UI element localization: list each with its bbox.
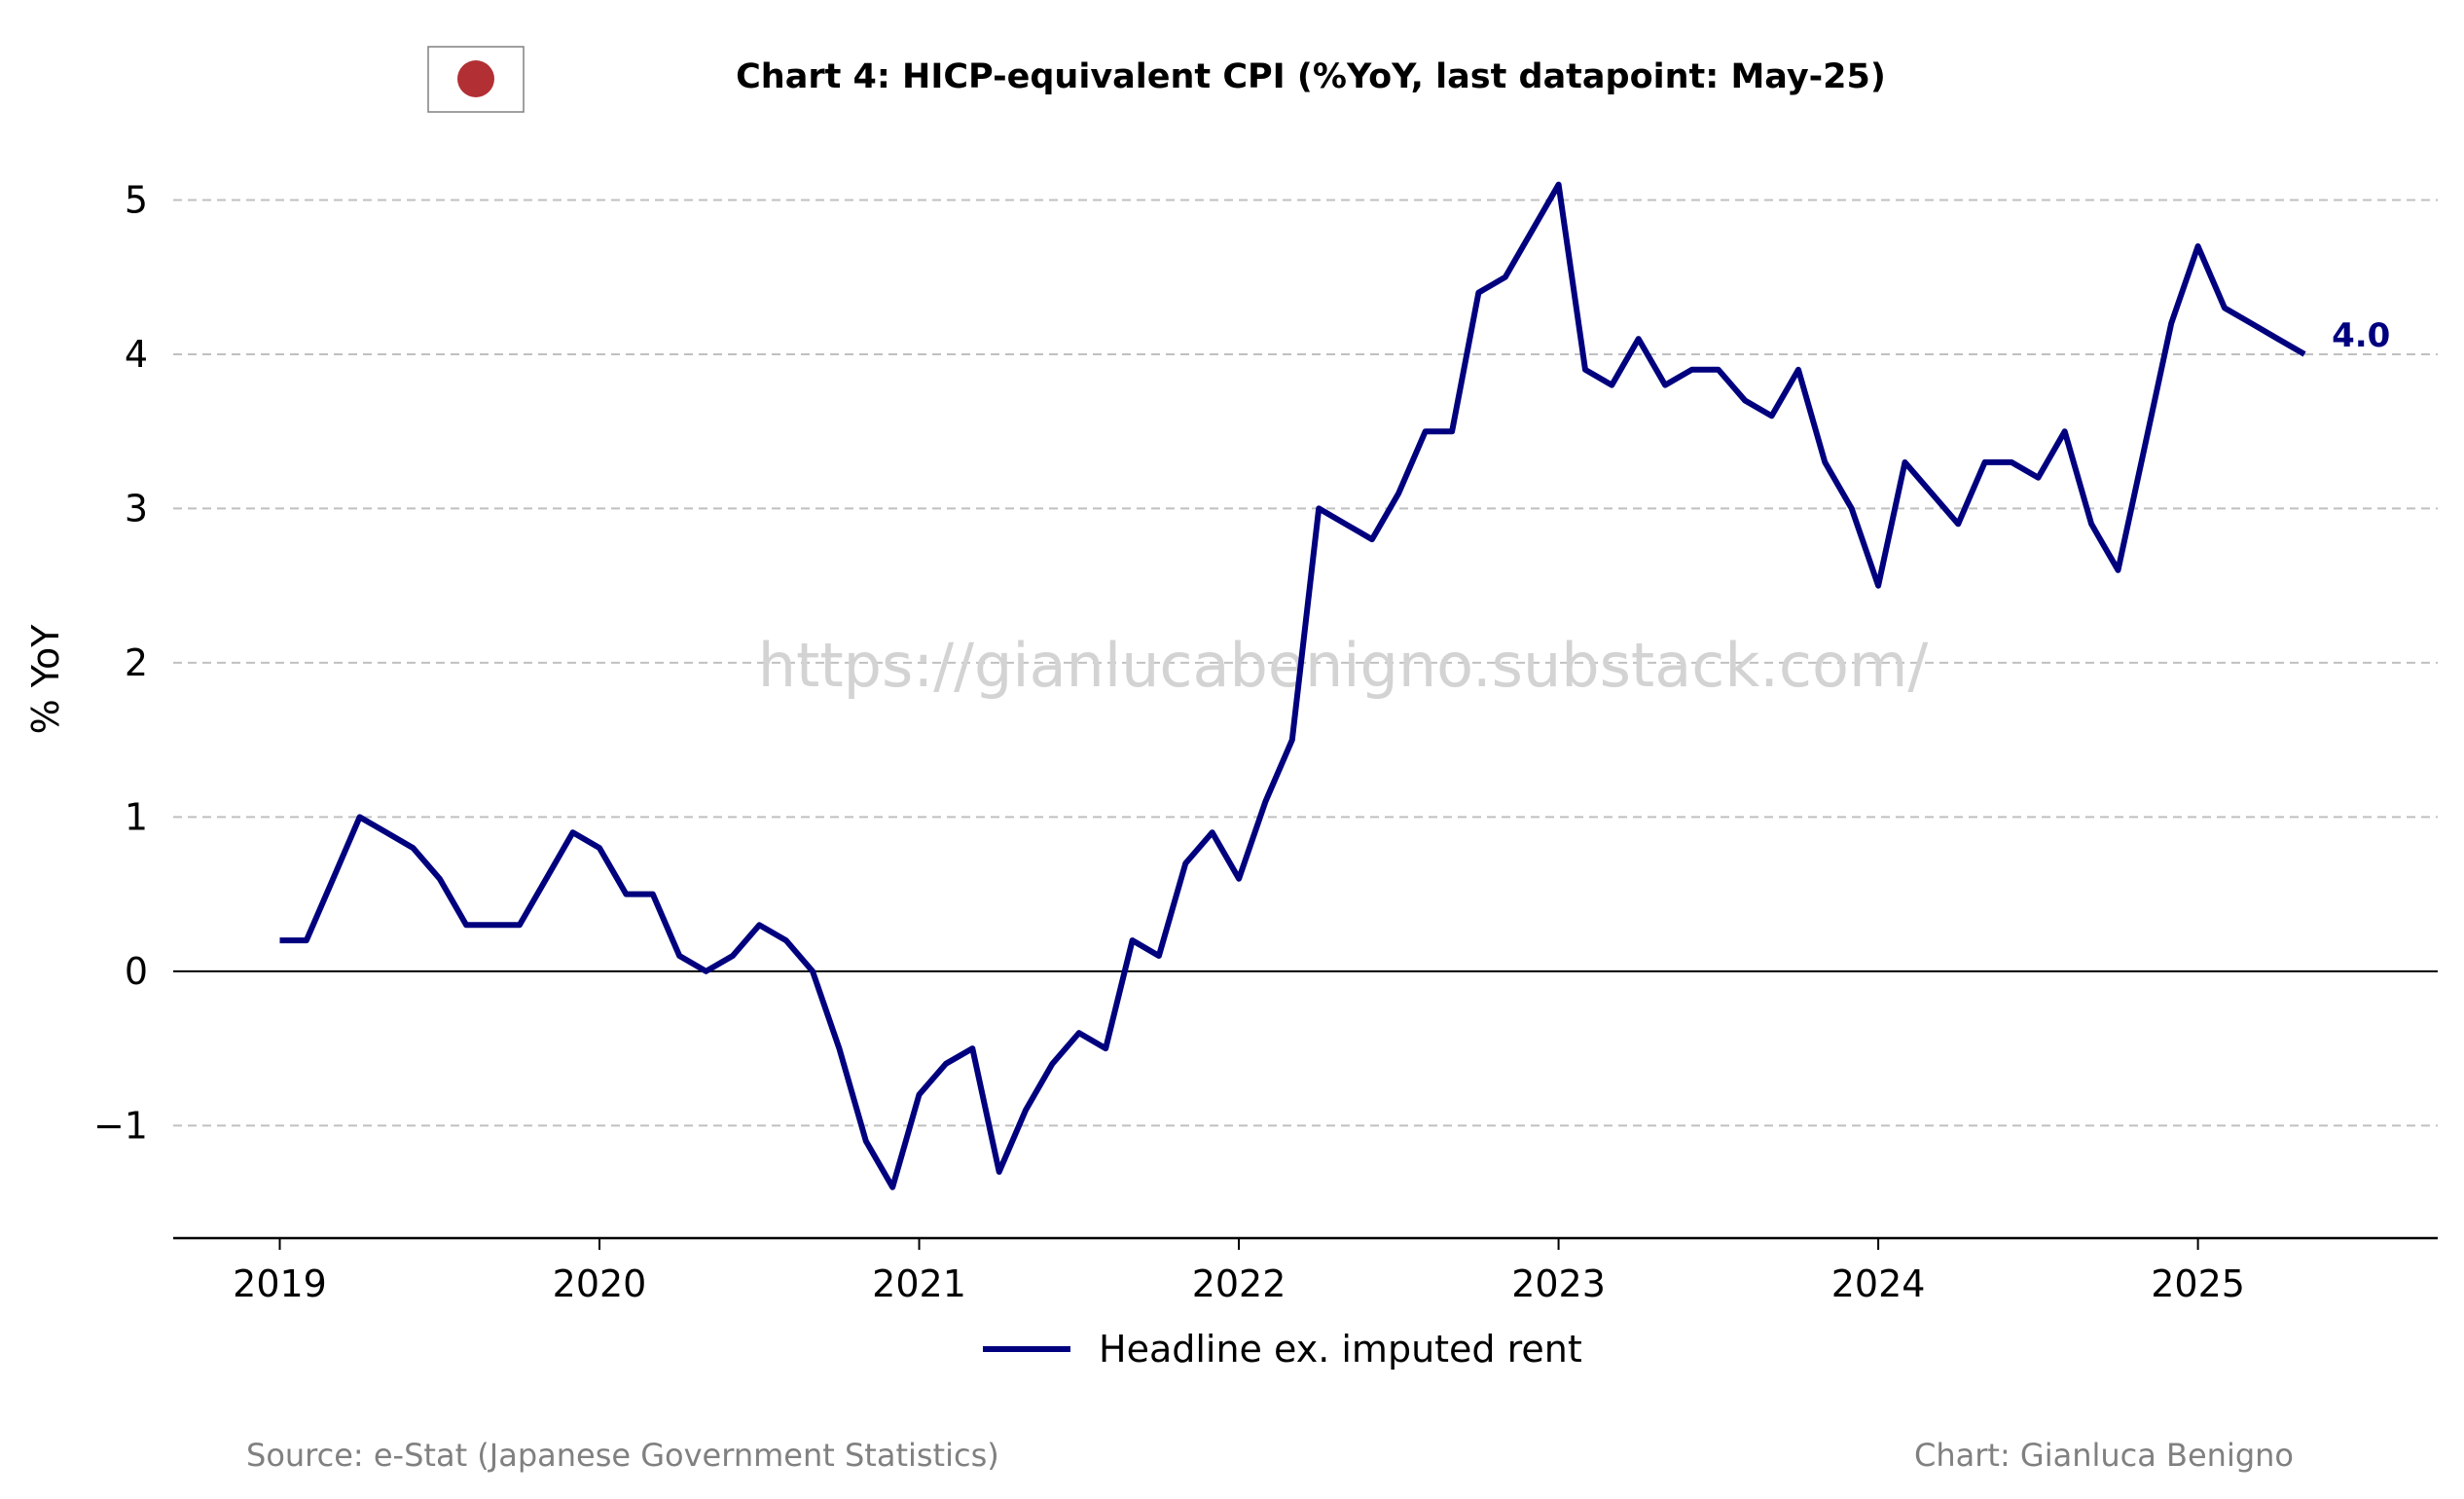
japan-flag-icon bbox=[427, 46, 525, 113]
end-value-label: 4.0 bbox=[2332, 316, 2390, 355]
gridlines bbox=[173, 199, 2438, 1127]
x-tick-label: 2024 bbox=[1831, 1262, 1926, 1305]
watermark: https://gianlucabenigno.substack.com/ bbox=[758, 630, 1929, 701]
y-tick-label: 3 bbox=[125, 487, 148, 530]
x-tick-label: 2022 bbox=[1192, 1262, 1286, 1305]
y-axis-ticks: −1 0 1 2 3 4 5 bbox=[93, 178, 148, 1147]
y-tick-label: 0 bbox=[125, 950, 148, 993]
legend-label-headline: Headline ex. imputed rent bbox=[1099, 1328, 1582, 1371]
source-note: Source: e-Stat (Japanese Government Stat… bbox=[246, 1437, 999, 1474]
chart-credit: Chart: Gianluca Benigno bbox=[1914, 1437, 2294, 1474]
x-tick-label: 2023 bbox=[1511, 1262, 1606, 1305]
y-tick-label: 4 bbox=[125, 333, 148, 376]
x-tick-label: 2021 bbox=[872, 1262, 966, 1305]
y-tick-label: 5 bbox=[125, 178, 148, 221]
x-tick-label: 2025 bbox=[2151, 1262, 2245, 1305]
x-tick-label: 2019 bbox=[233, 1262, 327, 1305]
x-tick-label: 2020 bbox=[553, 1262, 647, 1305]
y-axis-label: % YoY bbox=[24, 624, 67, 735]
chart-title: Chart 4: HICP-equivalent CPI (%YoY, last… bbox=[736, 57, 1886, 96]
x-axis-ticks: 2019 2020 2021 2022 2023 2024 2025 bbox=[233, 1238, 2245, 1305]
legend: Headline ex. imputed rent bbox=[983, 1328, 1582, 1371]
series-line-headline-ex-imputed-rent bbox=[279, 181, 2306, 1190]
y-tick-label: −1 bbox=[93, 1104, 148, 1147]
y-tick-label: 1 bbox=[125, 795, 148, 838]
y-tick-label: 2 bbox=[125, 641, 148, 684]
series-layer bbox=[279, 181, 2306, 1190]
